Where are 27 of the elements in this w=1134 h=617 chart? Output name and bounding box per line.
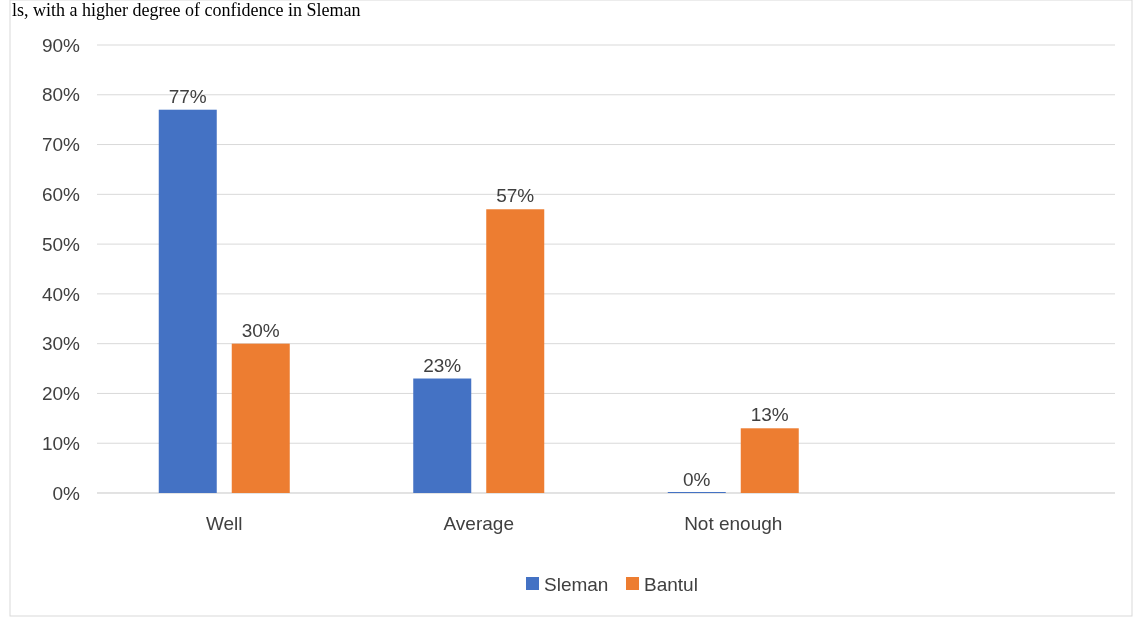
x-tick-label: Not enough xyxy=(684,513,783,534)
y-tick-label: 50% xyxy=(41,233,81,255)
bar xyxy=(413,378,472,493)
data-label: 0% xyxy=(683,469,711,490)
bar xyxy=(740,428,799,493)
y-tick-label: 40% xyxy=(41,283,81,305)
data-label: 13% xyxy=(750,404,789,426)
y-tick-label: 10% xyxy=(41,432,81,454)
y-tick-label: 20% xyxy=(41,383,81,405)
data-label: 23% xyxy=(423,354,462,376)
y-tick-label: 90% xyxy=(41,34,81,56)
data-label: 77% xyxy=(168,85,207,107)
data-label: 57% xyxy=(496,185,535,207)
y-tick-label: 30% xyxy=(41,333,81,355)
legend-label: Sleman xyxy=(544,573,609,595)
data-label: 30% xyxy=(241,319,280,341)
legend-label: Bantul xyxy=(644,573,698,595)
bar xyxy=(486,209,545,493)
text: ls, with a higher degree of confidence in Sleman xyxy=(12,0,361,20)
x-tick-label: Well xyxy=(205,513,243,534)
bar xyxy=(158,109,217,493)
bar xyxy=(231,343,290,493)
y-tick-label: 70% xyxy=(41,134,81,156)
y-tick-label: 60% xyxy=(41,183,81,205)
y-tick-label: 80% xyxy=(41,84,81,106)
y-tick-label: 0% xyxy=(52,482,81,504)
x-tick-label: Average xyxy=(443,513,514,534)
